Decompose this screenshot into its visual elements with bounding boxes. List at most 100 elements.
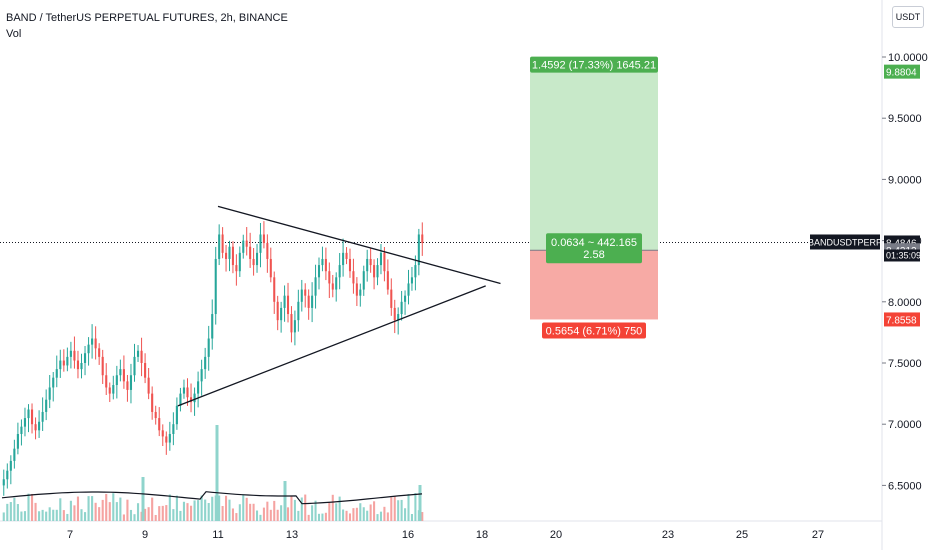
candle-body xyxy=(259,234,262,253)
volume-bar xyxy=(136,503,140,521)
candle-body xyxy=(256,252,259,266)
volume-bar xyxy=(290,495,293,521)
volume-bar xyxy=(345,510,348,521)
candle-body xyxy=(38,421,41,431)
candle-body xyxy=(126,381,129,390)
volume-bar xyxy=(238,504,241,521)
volume-bar xyxy=(66,513,69,521)
candle-body xyxy=(362,271,365,290)
volume-bar xyxy=(379,511,382,521)
volume-bar xyxy=(300,497,303,521)
profit-zone xyxy=(530,71,658,251)
volume-bar xyxy=(221,506,224,521)
volume-bar xyxy=(112,493,115,521)
volume-bar xyxy=(335,503,338,521)
volume-bar xyxy=(27,493,30,521)
volume-bar xyxy=(80,509,83,521)
time-tick-label: 16 xyxy=(402,529,414,541)
volume-bar xyxy=(73,505,76,521)
candle-body xyxy=(115,375,118,386)
time-tick-label: 9 xyxy=(142,529,148,541)
volume-bar xyxy=(189,505,193,521)
volume-bar xyxy=(397,500,400,521)
candle-body xyxy=(55,369,58,378)
volume-bar xyxy=(158,506,161,521)
volume-bar xyxy=(62,510,65,521)
volume-spike xyxy=(215,425,219,521)
volume-bar xyxy=(352,508,355,521)
volume-bar xyxy=(359,503,362,521)
candle-body xyxy=(324,258,327,272)
volume-bar xyxy=(9,502,12,521)
volume-bar xyxy=(175,495,178,521)
candle-body xyxy=(13,448,16,461)
volume-bar xyxy=(407,493,410,521)
drawing-lines[interactable] xyxy=(177,205,501,407)
volume-bar xyxy=(87,496,90,521)
candle-body xyxy=(379,252,382,266)
volume-bars xyxy=(1,425,424,521)
volume-spike xyxy=(283,481,287,521)
rr-label-text: 0.0634 ~ 442.165 xyxy=(551,237,637,249)
volume-bar xyxy=(249,503,252,521)
volume-bar xyxy=(225,495,228,521)
price-tag-box xyxy=(884,312,920,327)
volume-bar xyxy=(386,512,389,521)
price-tick-label: 7.5000 xyxy=(888,358,922,370)
volume-bar xyxy=(52,509,55,521)
volume-bar xyxy=(101,499,104,521)
candle-body xyxy=(417,234,420,266)
candle-body xyxy=(108,387,111,394)
candle-body xyxy=(400,301,403,315)
candle-body xyxy=(154,411,157,419)
currency-button[interactable]: USDT xyxy=(892,6,924,28)
volume-bar xyxy=(48,507,51,521)
candle-body xyxy=(204,356,207,370)
volume-bar xyxy=(421,512,424,521)
loss-label-box xyxy=(542,322,646,339)
volume-bar xyxy=(38,511,41,521)
candle-body xyxy=(266,243,269,259)
time-tick-label: 20 xyxy=(550,529,562,541)
rr-label-box xyxy=(546,233,642,264)
candle-body xyxy=(383,252,386,272)
price-tick-label: 8.0000 xyxy=(888,297,922,309)
candle-body xyxy=(66,356,69,366)
volume-bar xyxy=(231,508,234,521)
volume-bar xyxy=(404,508,407,521)
candle-body xyxy=(87,344,90,354)
volume-bar xyxy=(252,503,255,521)
candle-body xyxy=(62,360,65,366)
candle-body xyxy=(172,424,175,434)
volume-bar xyxy=(348,513,352,521)
candle-body xyxy=(314,277,317,296)
price-tag-text: 9.8804 xyxy=(886,68,917,79)
volume-bar xyxy=(23,511,27,521)
candle-body xyxy=(376,265,379,278)
candle-body xyxy=(269,258,272,278)
volume-bar xyxy=(165,505,168,521)
candle-body xyxy=(119,369,122,376)
candle-body xyxy=(386,271,389,290)
volume-bar xyxy=(16,504,19,521)
volume-bar xyxy=(83,512,87,521)
candle-body xyxy=(311,295,314,308)
volume-bar xyxy=(366,510,369,521)
candle-body xyxy=(6,470,9,480)
volume-bar xyxy=(168,494,171,521)
candle-body xyxy=(186,387,189,398)
candle-body xyxy=(27,409,30,419)
volume-bar xyxy=(342,509,345,521)
candle-body xyxy=(136,350,140,357)
candle-body xyxy=(393,307,396,321)
candle-body xyxy=(345,252,348,259)
candle-body xyxy=(414,265,417,278)
time-tick-label: 25 xyxy=(736,529,748,541)
candle-body xyxy=(158,418,161,431)
time-tick-label: 27 xyxy=(812,529,824,541)
candle-body xyxy=(359,289,362,296)
candle-body xyxy=(242,240,245,253)
candle-body xyxy=(280,307,283,321)
volume-bar xyxy=(259,514,262,521)
